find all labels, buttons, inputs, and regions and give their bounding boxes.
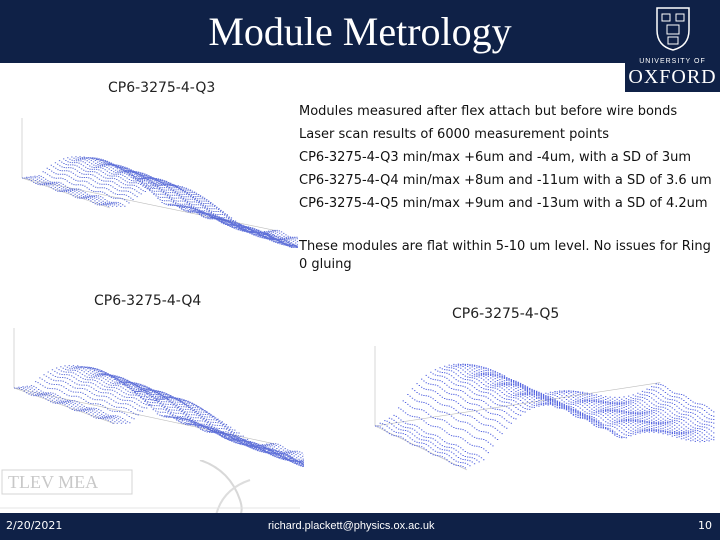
bullet-item: CP6-3275-4-Q5 min/max +9um and -13um wit… [299,196,708,211]
surface-points [375,363,715,469]
plot-label-q3: CP6-3275-4-Q3 [108,80,216,96]
building-watermark: TLEV MEA [0,460,300,520]
watermark-text: TLEV MEA [8,472,98,492]
bullet-item: CP6-3275-4-Q4 min/max +8um and -11um wit… [299,173,712,188]
bullet-item: CP6-3275-4-Q3 min/max +6um and -4um, wit… [299,150,692,165]
logo-name: OXFORD [628,66,717,88]
conclusion-note: These modules are flat within 5-10 um le… [299,239,711,272]
surface-points [22,156,298,248]
footer-bar: 2/20/2021 richard.plackett@physics.ox.ac… [0,513,720,540]
logo-university-line: UNIVERSITY OF [639,58,706,65]
footer-email: richard.plackett@physics.ox.ac.uk [268,520,435,532]
bullet-list: Modules measured after flex attach but b… [299,100,719,215]
scatter-plot-q3 [21,118,298,248]
oxford-logo: UNIVERSITY OF OXFORD [625,0,720,92]
footer-date: 2/20/2021 [6,519,63,532]
title-bar [0,0,625,63]
scatter-plot-q5 [374,346,715,471]
page-number: 10 [698,519,712,532]
scatter-plot-q4 [13,328,304,467]
bullet-item: Modules measured after flex attach but b… [299,104,678,119]
plot-label-q4: CP6-3275-4-Q4 [94,293,202,309]
slide-title: Module Metrology [208,9,512,54]
surface-points [14,365,304,467]
crest-icon [656,7,690,51]
bullet-item: Laser scan results of 6000 measurement p… [299,127,610,142]
plot-label-q5: CP6-3275-4-Q5 [452,306,560,322]
